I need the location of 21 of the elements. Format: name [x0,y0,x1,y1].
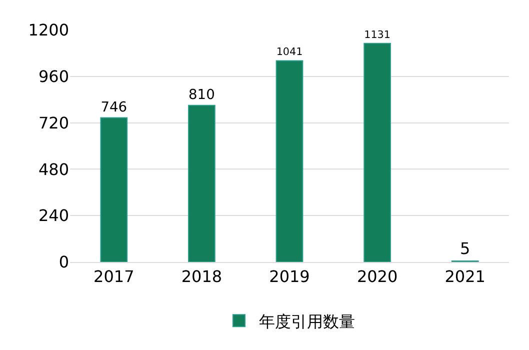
x-tick-label: 2020 [356,267,398,286]
x-tick-label: 2019 [269,267,310,286]
y-tick-label: 720 [38,113,69,132]
data-label: 810 [188,86,215,103]
x-tick-label: 2017 [94,267,134,286]
bar [188,104,216,262]
data-label: 1041 [276,46,303,58]
legend-label: 年度引用数量 [259,312,355,331]
y-tick-label: 0 [58,252,69,272]
y-tick-label: 960 [38,67,69,86]
data-label: 1131 [364,28,390,41]
data-label: 746 [100,99,128,116]
y-tick-label: 1200 [28,20,69,40]
data-label: 5 [460,239,470,258]
bar [364,42,391,262]
bar [100,117,128,262]
bar [276,60,304,262]
x-tick-label: 2021 [444,267,486,286]
y-tick-label: 480 [38,160,69,179]
y-tick-label: 240 [38,206,69,226]
x-tick-label: 2018 [181,267,222,286]
